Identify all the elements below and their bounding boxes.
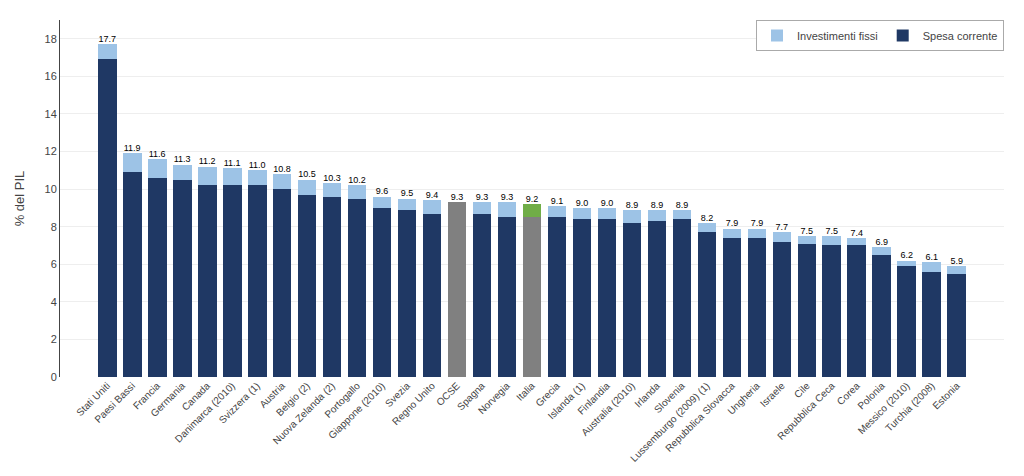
svg-text:6.1: 6.1: [926, 252, 939, 262]
svg-text:Islanda (1): Islanda (1): [546, 380, 587, 421]
svg-text:Estonia: Estonia: [930, 380, 962, 412]
svg-text:7.9: 7.9: [726, 218, 739, 228]
svg-text:Nuova Zelanda (2): Nuova Zelanda (2): [271, 380, 337, 446]
svg-text:Norvegia: Norvegia: [476, 380, 512, 416]
svg-text:Giappone (2010): Giappone (2010): [326, 380, 387, 441]
svg-text:10.8: 10.8: [273, 164, 291, 174]
svg-text:11.1: 11.1: [224, 158, 241, 168]
svg-text:6: 6: [51, 258, 57, 270]
svg-text:6.2: 6.2: [901, 250, 914, 260]
svg-text:Finlandia: Finlandia: [575, 380, 612, 417]
svg-text:11.6: 11.6: [149, 149, 166, 159]
svg-text:OCSE: OCSE: [434, 380, 462, 408]
svg-text:Slovenia: Slovenia: [652, 380, 687, 415]
svg-text:18: 18: [45, 33, 57, 45]
svg-text:Regno Unito: Regno Unito: [390, 380, 437, 427]
svg-text:Repubblica Slovacca: Repubblica Slovacca: [663, 380, 737, 454]
svg-text:Spagna: Spagna: [455, 380, 487, 412]
svg-text:9.3: 9.3: [476, 192, 489, 202]
svg-text:14: 14: [45, 108, 57, 120]
svg-text:Cile: Cile: [792, 380, 812, 400]
svg-text:10: 10: [45, 183, 57, 195]
svg-text:Corea: Corea: [835, 380, 862, 407]
svg-text:Polonia: Polonia: [855, 380, 887, 412]
svg-text:Spesa corrente: Spesa corrente: [923, 30, 998, 42]
svg-text:9.5: 9.5: [401, 188, 414, 198]
svg-text:9.4: 9.4: [426, 190, 439, 200]
svg-text:% del PIL: % del PIL: [12, 171, 27, 227]
svg-text:9.0: 9.0: [576, 198, 589, 208]
svg-text:0: 0: [51, 371, 57, 383]
svg-text:Portogallo: Portogallo: [322, 380, 362, 420]
svg-text:10.3: 10.3: [323, 173, 341, 183]
svg-text:Canada: Canada: [180, 380, 213, 413]
svg-text:9.0: 9.0: [601, 198, 614, 208]
svg-text:5.9: 5.9: [951, 256, 964, 266]
svg-text:7.9: 7.9: [751, 218, 764, 228]
svg-text:Israele: Israele: [758, 380, 787, 409]
svg-text:Paesi Bassi: Paesi Bassi: [92, 380, 137, 425]
svg-text:11.2: 11.2: [199, 156, 216, 166]
svg-text:12: 12: [45, 145, 57, 157]
svg-text:9.1: 9.1: [551, 196, 564, 206]
svg-text:Repubblica Ceca: Repubblica Ceca: [775, 380, 837, 442]
svg-text:10.5: 10.5: [298, 169, 316, 179]
svg-text:Messico (2010): Messico (2010): [856, 380, 912, 436]
svg-text:Italia: Italia: [514, 380, 537, 403]
svg-text:9.2: 9.2: [526, 194, 539, 204]
svg-text:17.7: 17.7: [98, 34, 116, 44]
svg-text:Francia: Francia: [131, 380, 163, 412]
svg-text:6.9: 6.9: [876, 237, 889, 247]
svg-text:Turchia (2008): Turchia (2008): [883, 380, 937, 434]
svg-text:11.0: 11.0: [249, 160, 266, 170]
svg-text:Lussemburgo (2009) (1): Lussemburgo (2009) (1): [628, 380, 712, 464]
svg-text:Grecia: Grecia: [533, 380, 562, 409]
svg-text:Ungheria: Ungheria: [725, 380, 762, 417]
svg-text:Stati Uniti: Stati Uniti: [74, 380, 112, 418]
svg-text:Germania: Germania: [148, 380, 187, 419]
svg-text:9.3: 9.3: [501, 192, 514, 202]
svg-text:11.9: 11.9: [124, 143, 141, 153]
svg-text:8.9: 8.9: [651, 200, 664, 210]
svg-text:16: 16: [45, 70, 57, 82]
svg-text:Austria: Austria: [257, 380, 287, 410]
svg-text:2: 2: [51, 333, 57, 345]
svg-text:4: 4: [51, 296, 57, 308]
svg-text:7.4: 7.4: [851, 228, 864, 238]
svg-text:7.5: 7.5: [801, 226, 814, 236]
svg-text:Svezia: Svezia: [383, 380, 412, 409]
svg-text:8.2: 8.2: [701, 213, 714, 223]
svg-text:Danimarca (2010): Danimarca (2010): [173, 380, 237, 444]
svg-text:10.2: 10.2: [348, 175, 366, 185]
svg-text:Australia (2010): Australia (2010): [579, 380, 637, 438]
svg-text:Irlanda: Irlanda: [632, 380, 662, 410]
svg-text:11.3: 11.3: [174, 154, 191, 164]
svg-text:7.5: 7.5: [826, 226, 839, 236]
svg-text:Belgio (2): Belgio (2): [274, 380, 312, 418]
svg-text:8.9: 8.9: [626, 200, 639, 210]
svg-text:8: 8: [51, 221, 57, 233]
svg-text:7.7: 7.7: [776, 222, 789, 232]
svg-text:8.9: 8.9: [676, 200, 689, 210]
svg-text:9.3: 9.3: [451, 192, 464, 202]
svg-text:Svizzera (1): Svizzera (1): [217, 380, 263, 426]
svg-text:Investimenti fissi: Investimenti fissi: [797, 30, 878, 42]
svg-text:9.6: 9.6: [376, 186, 389, 196]
